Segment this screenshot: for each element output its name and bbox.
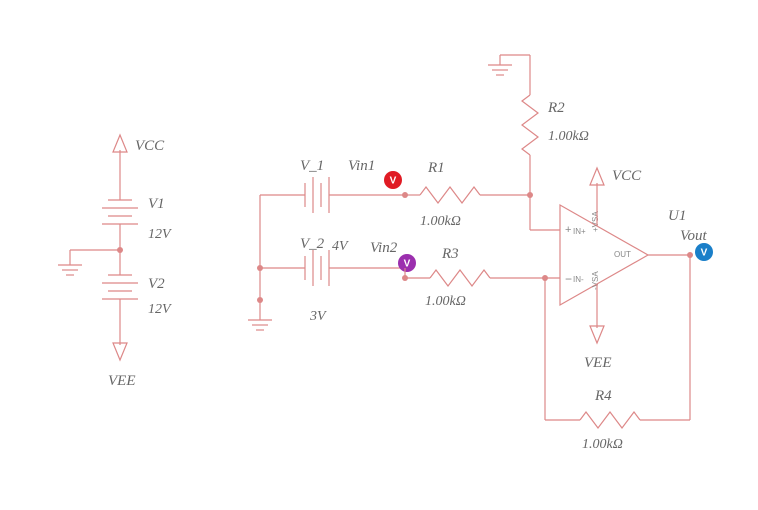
resistor-r2: R2 1.00kΩ [522,95,589,155]
r3-name: R3 [441,246,459,262]
vee-label-left: VEE [108,373,136,389]
probe-vout-letter: V [701,248,708,259]
r2-value: 1.00kΩ [548,129,589,144]
r4-name: R4 [594,388,612,404]
probe-vout: V [695,243,713,261]
vcc-label-opamp: VCC [612,168,642,184]
probe-vin1-letter: V [390,176,397,187]
node-inminus [542,275,548,281]
vcc-label-left: VCC [135,138,165,154]
svg-text:+VSA: +VSA [591,211,600,232]
r4-value: 1.00kΩ [582,437,623,452]
svg-text:−: − [565,272,572,286]
u1-name: U1 [668,208,686,224]
node-gnd-bus-mid [257,265,263,271]
probe-vin2: Vin2 V [370,240,416,281]
resistor-r4: R4 1.00kΩ [580,388,640,452]
r2-name: R2 [547,100,565,116]
r1-value: 1.00kΩ [420,214,461,229]
r1-name: R1 [427,160,445,176]
v2-name: V2 [148,276,165,292]
v1src-name: V_1 [300,158,324,174]
v2src-name: V_2 [300,236,325,252]
v1src-value: 4V [332,239,349,254]
probe-vin1-label: Vin1 [348,158,375,174]
vee-arrow-opamp: VEE [584,315,612,371]
vout-label: Vout [680,228,708,244]
ground-center [248,300,272,330]
svg-text:IN+: IN+ [573,227,586,236]
resistor-r1: R1 1.00kΩ [405,160,530,229]
vcc-arrow-opamp: VCC [590,168,642,195]
v1-name: V1 [148,196,165,212]
v2src-value: 3V [309,309,327,324]
vcc-arrow-left: VCC [113,135,165,170]
ground-top [488,55,530,75]
svg-text:IN-: IN- [573,275,584,284]
battery-v2: V2 12V [102,250,172,330]
probe-vin2-label: Vin2 [370,240,398,256]
svg-text:+: + [565,224,571,236]
node-gnd-bus-bot [257,297,263,303]
battery-v1: V1 12V [102,170,172,250]
resistor-r3: R3 1.00kΩ [405,246,560,309]
probe-vin1: Vin1 V [348,158,408,198]
vee-arrow-left: VEE [108,330,136,389]
ground-left [58,250,82,275]
r3-value: 1.00kΩ [425,294,466,309]
circuit-canvas: VCC V1 12V V2 12V VEE [0,0,758,510]
v1-value: 12V [148,227,172,242]
svg-text:OUT: OUT [614,250,631,259]
probe-vin2-letter: V [404,259,411,270]
vee-label-opamp: VEE [584,355,612,371]
svg-text:-VSA: -VSA [591,271,600,290]
v2-value: 12V [148,302,172,317]
opamp-u1: + − IN+ IN- OUT +VSA -VSA U1 Vout [560,195,708,315]
